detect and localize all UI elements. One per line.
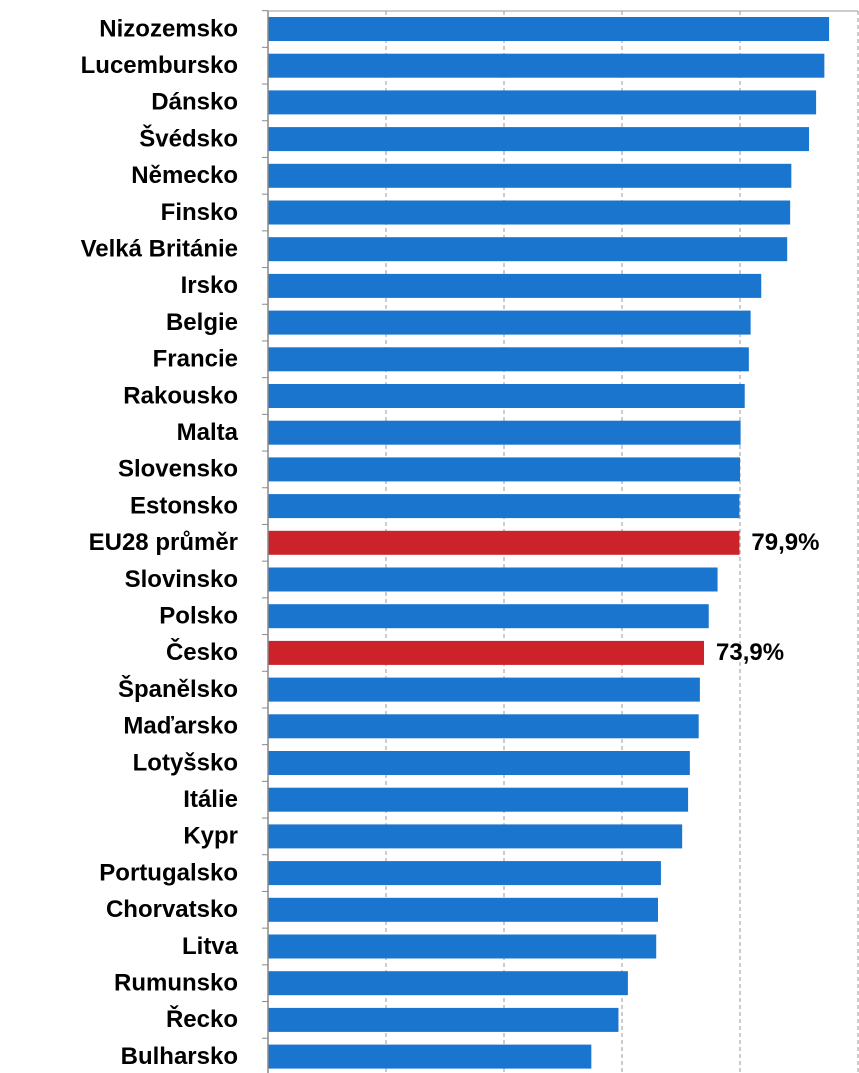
y-tick-label: Portugalsko xyxy=(99,859,238,886)
bar xyxy=(268,53,825,78)
bar xyxy=(268,861,661,886)
y-tick-label: Irsko xyxy=(181,272,238,299)
bar xyxy=(268,787,689,812)
y-tick-label: Řecko xyxy=(166,1005,238,1033)
y-tick-label: Španělsko xyxy=(118,675,238,703)
bar xyxy=(268,347,749,372)
y-tick-label: EU28 průměr xyxy=(89,529,238,556)
y-tick-label: Belgie xyxy=(166,309,238,336)
bar xyxy=(268,17,830,41)
y-tick-label: Lotyšsko xyxy=(133,749,238,776)
y-tick-label: Německo xyxy=(131,162,238,189)
bar xyxy=(268,1007,619,1032)
value-label: 79,9% xyxy=(751,529,819,556)
y-tick-label: Francie xyxy=(153,346,238,373)
value-label: 73,9% xyxy=(716,639,784,666)
y-tick-label: Polsko xyxy=(159,603,238,630)
bar xyxy=(268,714,699,739)
y-tick-label: Slovinsko xyxy=(125,566,238,593)
y-tick-label: Rakousko xyxy=(123,382,238,409)
bar xyxy=(268,494,740,519)
y-tick-label: Slovensko xyxy=(118,456,238,483)
y-tick-label: Litva xyxy=(182,933,239,960)
bar xyxy=(268,530,740,555)
y-tick-label: Česko xyxy=(166,638,238,666)
bar xyxy=(268,604,709,629)
bar xyxy=(268,567,718,592)
bar xyxy=(268,1044,592,1069)
bar xyxy=(268,420,741,445)
bar xyxy=(268,384,745,408)
y-tick-label: Dánsko xyxy=(151,89,238,116)
bar xyxy=(268,90,817,115)
bar xyxy=(268,163,792,188)
bar xyxy=(268,200,791,225)
y-tick-label: Lucembursko xyxy=(81,52,238,79)
bar xyxy=(268,971,628,996)
y-tick-label: Malta xyxy=(177,419,239,446)
bar xyxy=(268,127,810,152)
bar xyxy=(268,457,740,482)
y-tick-label: Bulharsko xyxy=(121,1043,238,1070)
y-tick-label: Chorvatsko xyxy=(106,896,238,923)
y-tick-label: Rumunsko xyxy=(114,970,238,997)
y-tick-label: Estonsko xyxy=(130,492,238,519)
bar xyxy=(268,273,762,298)
bar xyxy=(268,824,683,849)
y-tick-label: Švédsko xyxy=(139,124,238,152)
y-tick-label: Nizozemsko xyxy=(99,15,238,42)
y-tick-label: Kypr xyxy=(183,823,238,850)
bar xyxy=(268,237,788,262)
bar xyxy=(268,677,700,702)
bar xyxy=(268,640,705,665)
y-tick-label: Finsko xyxy=(161,199,238,226)
y-tick-label: Itálie xyxy=(183,786,238,813)
y-tick-label: Maďarsko xyxy=(123,713,238,740)
bar xyxy=(268,751,690,775)
bar xyxy=(268,310,751,335)
y-tick-label: Velká Británie xyxy=(81,236,238,263)
bar xyxy=(268,934,657,959)
bar xyxy=(268,897,658,922)
